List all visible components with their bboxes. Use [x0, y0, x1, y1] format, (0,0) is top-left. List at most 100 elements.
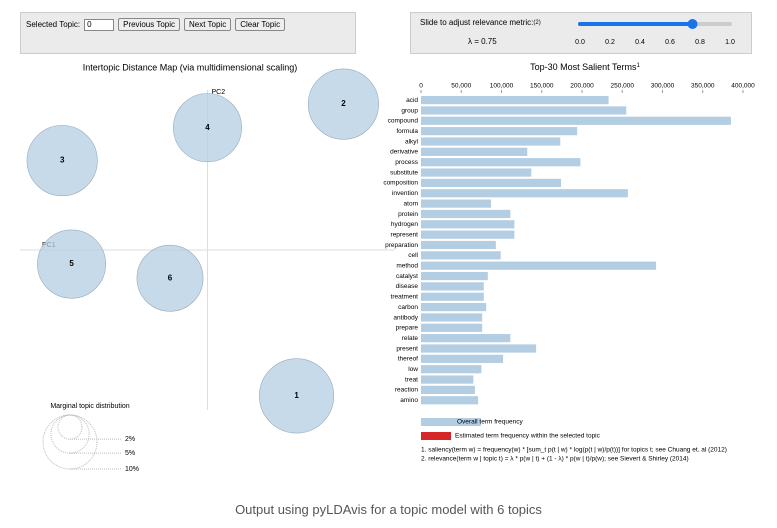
lambda-wrap: λ = 0.75	[468, 37, 497, 46]
bar	[421, 251, 501, 260]
x-tick-label: 100,000	[490, 83, 514, 90]
bar	[421, 96, 609, 105]
topic-label: 5	[69, 259, 74, 268]
bar	[421, 344, 537, 353]
bar	[421, 189, 628, 198]
legend-label: Overall term frequency	[457, 419, 523, 426]
topic-bubble[interactable]	[173, 93, 242, 163]
bar	[421, 137, 561, 146]
bar-label: substitute	[390, 169, 418, 176]
bar	[421, 147, 528, 156]
clear-button[interactable]: Clear Topic	[235, 18, 286, 31]
bar	[421, 168, 532, 177]
footnote: 2. relevance(term w | topic t) = λ * p(w…	[421, 456, 689, 463]
bar-title: Top-30 Most Salient Terms1	[530, 62, 640, 72]
bar	[421, 220, 515, 229]
bar-label: method	[396, 263, 418, 270]
bar-label: process	[395, 159, 419, 166]
bar-label: alkyl	[405, 138, 419, 145]
size-legend-label: 2%	[125, 436, 135, 443]
topic-label: 4	[205, 123, 210, 132]
topic-bubble[interactable]	[259, 358, 335, 434]
slider-thumb[interactable]	[687, 19, 698, 29]
slider-tick-label: 0.0	[575, 39, 585, 46]
x-tick-label: 150,000	[530, 83, 554, 90]
bar	[421, 106, 627, 115]
bar	[421, 230, 515, 239]
topic-label: 1	[294, 391, 299, 400]
bar	[421, 261, 657, 270]
bar-label: disease	[396, 283, 419, 290]
topic-input[interactable]	[84, 18, 115, 31]
bar	[421, 271, 488, 281]
x-tick-label: 50,000	[451, 83, 471, 90]
bar-label: formula	[396, 128, 418, 135]
bar	[421, 292, 484, 301]
bar	[421, 178, 562, 187]
x-tick-label: 400,000	[731, 83, 755, 90]
slider-tick-label: 0.2	[605, 39, 615, 46]
x-tick-label: 0	[419, 83, 423, 90]
bar-label: prepare	[396, 325, 419, 332]
bar	[421, 209, 511, 219]
bar-label: hydrogen	[391, 221, 418, 228]
footnote: 1. saliency(term w) = frequency(w) * [su…	[421, 447, 727, 454]
legend-swatch	[421, 432, 451, 440]
bar	[421, 313, 483, 322]
bar-label: thereof	[398, 356, 418, 363]
bar-label: compound	[388, 118, 419, 125]
bar-label: catalyst	[396, 273, 418, 280]
topic-bubble[interactable]	[307, 68, 379, 140]
lambda-label: λ = 0.75	[468, 37, 497, 46]
slider-tick-label: 0.4	[635, 39, 645, 46]
slider-label: Slide to adjust relevance metric:	[420, 18, 534, 27]
topic-bubble[interactable]	[26, 125, 98, 197]
bar	[421, 385, 475, 394]
size-legend-label: 10%	[125, 466, 139, 473]
prev-button[interactable]: Previous Topic	[118, 18, 180, 31]
bar-label: present	[396, 345, 418, 352]
size-legend-title: Marginal topic distribution	[50, 403, 129, 410]
bar	[421, 199, 492, 208]
next-button[interactable]: Next Topic	[184, 18, 232, 31]
bar	[421, 303, 487, 312]
bar-label: treatment	[391, 294, 419, 301]
x-tick-label: 350,000	[691, 83, 715, 90]
bar-label: atom	[404, 200, 418, 207]
legend-label: Estimated term frequency within the sele…	[455, 433, 601, 440]
topic-label: 6	[168, 273, 173, 282]
bar-label: antibody	[393, 314, 418, 321]
x-tick-label: 200,000	[570, 83, 594, 90]
size-legend-circle	[42, 414, 98, 470]
bar-label: relate	[402, 335, 419, 342]
size-legend-label: 5%	[125, 450, 135, 457]
caption: Output using pyLDAvis for a topic model …	[235, 502, 542, 517]
bar	[421, 323, 483, 332]
bar	[421, 396, 479, 405]
x-tick-label: 250,000	[611, 83, 635, 90]
bar	[421, 127, 578, 136]
bar	[421, 365, 482, 374]
bar-label: low	[408, 366, 418, 373]
bar-label: invention	[392, 190, 418, 197]
bar	[421, 282, 484, 291]
slider-note: (2)	[533, 19, 541, 26]
slider-panel	[410, 12, 752, 54]
topic-bubble[interactable]	[37, 229, 107, 299]
bar-label: derivative	[390, 149, 418, 156]
bar-title-text: Top-30 Most Salient Terms	[530, 62, 637, 72]
bar-label: represent	[391, 231, 419, 238]
slider-label-wrap: Slide to adjust relevance metric: (2)	[420, 18, 541, 27]
topic-controls: Selected Topic: Previous Topic Next Topi…	[26, 18, 286, 31]
y-axis-label: PC2	[212, 89, 226, 96]
bar-label: treat	[405, 376, 418, 383]
size-legend-circle	[50, 414, 90, 454]
topic-bubble[interactable]	[136, 244, 204, 312]
bar-title-note: 1	[637, 63, 641, 69]
bar	[421, 334, 511, 343]
bar-label: group	[401, 107, 418, 114]
bar	[421, 354, 504, 363]
bar	[421, 375, 474, 384]
